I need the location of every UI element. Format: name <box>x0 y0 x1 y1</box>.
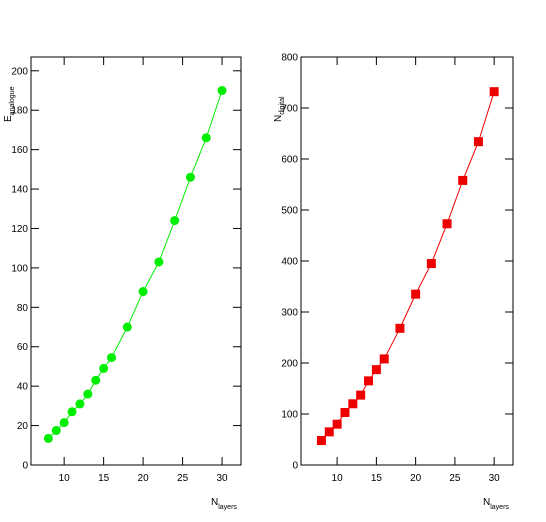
series-line <box>321 91 495 441</box>
data-point <box>340 407 350 417</box>
data-point <box>379 354 389 364</box>
x-tick-label: 30 <box>216 473 228 484</box>
data-point <box>489 87 499 97</box>
data-point <box>442 219 452 229</box>
y-tick-label: 400 <box>281 257 298 268</box>
data-point <box>122 322 132 332</box>
x-tick-label: 15 <box>371 473 383 484</box>
y-tick-label: 600 <box>281 155 298 166</box>
data-point <box>371 365 381 375</box>
x-tick-label: 30 <box>489 473 501 484</box>
y-axis-title-sub: digital <box>279 96 286 115</box>
y-tick-label: 0 <box>22 461 28 472</box>
y-tick-label: 20 <box>17 421 29 432</box>
data-point <box>91 375 101 385</box>
data-point <box>83 389 93 399</box>
data-point <box>170 216 180 226</box>
data-point <box>364 376 374 386</box>
data-point <box>75 399 85 409</box>
y-tick-label: 200 <box>281 359 298 370</box>
x-axis-title: Nlayers <box>211 497 237 511</box>
y-tick-label: 500 <box>281 206 298 217</box>
y-tick-label: 160 <box>11 145 28 156</box>
plot-frame <box>300 56 514 466</box>
data-point <box>217 86 227 96</box>
data-point <box>332 419 342 429</box>
data-point <box>348 399 358 409</box>
data-point <box>43 433 53 443</box>
data-point <box>99 363 109 373</box>
y-tick-label: 80 <box>17 303 29 314</box>
y-tick-label: 700 <box>281 104 298 115</box>
series-line <box>48 90 223 439</box>
y-axis-title-sub: analogue <box>9 86 16 115</box>
plot-frame <box>30 56 242 466</box>
data-point <box>59 418 69 428</box>
data-point <box>185 172 195 182</box>
data-point <box>458 175 468 185</box>
y-tick-label: 0 <box>292 461 298 472</box>
data-point <box>324 427 334 437</box>
y-tick-label: 40 <box>17 382 29 393</box>
y-tick-label: 100 <box>11 263 28 274</box>
data-point <box>356 390 366 400</box>
x-tick-label: 20 <box>410 473 422 484</box>
x-tick-label: 25 <box>449 473 461 484</box>
data-point <box>154 257 164 267</box>
y-tick-label: 800 <box>281 53 298 64</box>
y-tick-label: 300 <box>281 308 298 319</box>
data-point <box>395 323 405 333</box>
data-point <box>107 353 117 363</box>
data-point <box>138 287 148 297</box>
y-axis-title: Ndigital <box>273 96 286 122</box>
y-tick-label: 180 <box>11 106 28 117</box>
x-axis-title-main: N <box>211 497 218 508</box>
y-tick-label: 140 <box>11 185 28 196</box>
x-tick-label: 15 <box>98 473 110 484</box>
y-axis-title: Eanalogue <box>3 86 16 122</box>
y-tick-label: 100 <box>281 410 298 421</box>
data-point <box>51 426 61 436</box>
x-tick-label: 20 <box>138 473 150 484</box>
y-tick-label: 60 <box>17 342 29 353</box>
data-point <box>426 259 436 269</box>
data-point <box>473 137 483 147</box>
x-axis-title-sub: layers <box>218 504 237 511</box>
data-point <box>67 407 77 417</box>
y-axis-title-main: E <box>3 115 14 122</box>
x-tick-label: 10 <box>332 473 344 484</box>
x-tick-label: 10 <box>59 473 71 484</box>
y-tick-label: 120 <box>11 224 28 235</box>
x-axis-title: Nlayers <box>483 497 509 511</box>
data-point <box>411 289 421 299</box>
y-axis-title-main: N <box>273 115 284 122</box>
data-point <box>316 436 326 446</box>
x-tick-label: 25 <box>177 473 189 484</box>
x-axis-title-main: N <box>483 497 490 508</box>
x-axis-title-sub: layers <box>490 504 509 511</box>
data-point <box>201 133 211 143</box>
y-tick-label: 200 <box>11 66 28 77</box>
